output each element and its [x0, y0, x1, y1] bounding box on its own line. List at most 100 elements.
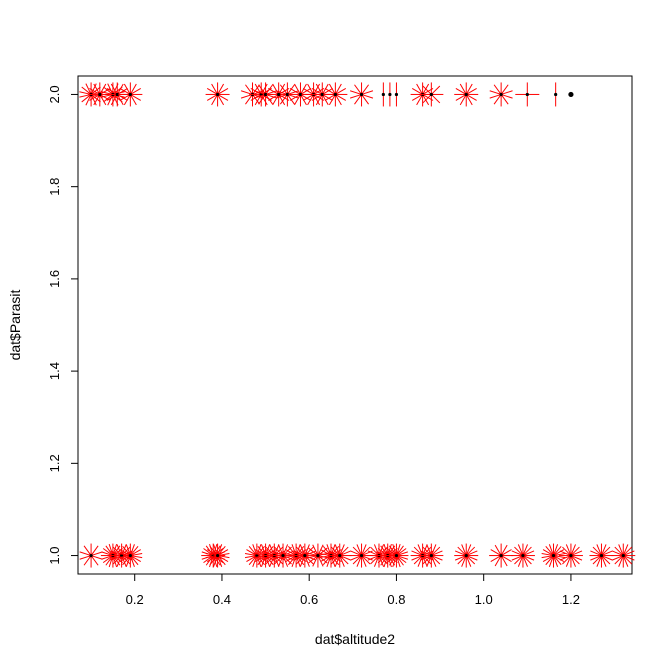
sunflower-ray — [295, 544, 301, 556]
sunflower-point — [589, 543, 614, 568]
sunflower-ray — [117, 88, 128, 95]
sunflower-ray — [430, 85, 441, 95]
sunflower-ray — [107, 94, 114, 106]
data-point — [98, 92, 102, 97]
sunflower-ray — [553, 549, 565, 556]
sunflower-ray — [377, 548, 389, 556]
sunflower-ray — [559, 550, 572, 557]
sunflower-ray — [122, 546, 131, 556]
y-tick-label: 1.6 — [47, 270, 62, 288]
sunflower-ray — [103, 86, 114, 95]
sunflower-ray — [129, 555, 135, 568]
sunflower-ray — [240, 93, 253, 99]
sunflower-ray — [252, 94, 260, 105]
sunflower-ray — [89, 94, 101, 101]
sunflower-ray — [553, 555, 559, 568]
sunflower-ray — [85, 94, 92, 106]
sunflower-ray — [324, 94, 336, 101]
sunflower-ray — [387, 555, 398, 564]
sunflower-ray — [489, 90, 502, 95]
sunflower-markers — [79, 82, 636, 568]
sunflower-point — [541, 543, 566, 568]
sunflower-ray — [335, 88, 347, 95]
sunflower-ray — [339, 546, 349, 556]
sunflower-ray — [614, 555, 624, 565]
sunflower-ray — [618, 555, 624, 567]
sunflower-ray — [542, 549, 554, 556]
sunflower-point — [327, 543, 352, 568]
sunflower-ray — [304, 544, 310, 556]
sunflower-ray — [244, 552, 257, 557]
sunflower-point — [205, 82, 230, 107]
sunflower-point — [381, 82, 385, 107]
sunflower-ray — [522, 555, 528, 567]
sunflower-ray — [110, 555, 122, 561]
sunflower-ray — [465, 544, 472, 556]
sunflower-ray — [278, 83, 286, 95]
sunflower-ray — [279, 84, 288, 95]
sunflower-ray — [287, 93, 299, 99]
sunflower-ray — [328, 83, 336, 95]
sunflower-ray — [500, 84, 509, 95]
sunflower-ray — [254, 93, 266, 99]
sunflower-ray — [257, 555, 266, 566]
sunflower-ray — [465, 88, 477, 95]
sunflower-ray — [302, 94, 314, 101]
sunflower-ray — [274, 550, 286, 557]
sunflower-ray — [422, 555, 432, 565]
sunflower-ray — [335, 94, 347, 101]
x-tick-label: 0.2 — [126, 592, 144, 607]
y-tick-label: 1.2 — [47, 454, 62, 472]
sunflower-ray — [268, 94, 279, 101]
sunflower-ray — [261, 544, 267, 556]
data-point — [568, 91, 574, 98]
sunflower-ray — [330, 544, 336, 556]
x-axis: 0.2 0.4 0.6 0.8 1.0 1.2 — [126, 573, 580, 607]
sunflower-ray — [396, 545, 404, 556]
sunflower-ray — [548, 555, 554, 568]
data-point — [429, 553, 433, 558]
plot-frame — [77, 75, 633, 575]
sunflower-ray — [623, 550, 635, 557]
sunflower-point — [419, 543, 444, 568]
sunflower-ray — [455, 88, 467, 95]
sunflower-ray — [339, 555, 349, 565]
sunflower-ray — [420, 555, 432, 561]
sunflower-ray — [209, 546, 218, 556]
sunflower-ray — [490, 555, 502, 562]
sunflower-ray — [623, 555, 635, 561]
sunflower-ray — [459, 94, 467, 106]
sunflower-ray — [350, 555, 362, 561]
sunflower-ray — [275, 90, 288, 95]
sunflower-ray — [489, 93, 502, 99]
sunflower-ray — [352, 555, 362, 565]
sunflower-ray — [308, 547, 319, 556]
sunflower-point — [275, 82, 299, 107]
sunflower-ray — [500, 93, 513, 99]
y-tick-label: 1.8 — [47, 178, 62, 196]
sunflower-ray — [83, 555, 92, 566]
sunflower-ray — [553, 546, 562, 556]
sunflower-ray — [541, 555, 554, 559]
sunflower-ray — [500, 94, 509, 105]
sunflower-ray — [300, 88, 312, 95]
sunflower-ray — [592, 555, 602, 565]
sunflower-ray — [106, 88, 118, 95]
sunflower-ray — [387, 548, 398, 556]
sunflower-point — [266, 82, 291, 107]
sunflower-ray — [112, 543, 118, 556]
sunflower-ray — [85, 83, 92, 95]
sunflower-ray — [268, 88, 279, 95]
sunflower-ray — [328, 550, 340, 557]
sunflower-ray — [286, 84, 295, 95]
sunflower-ray — [129, 94, 137, 106]
sunflower-point — [554, 82, 558, 107]
sunflower-ray — [288, 546, 297, 556]
sunflower-ray — [411, 94, 423, 101]
sunflower-ray — [570, 555, 580, 565]
sunflower-ray — [90, 94, 97, 106]
sunflower-ray — [361, 84, 370, 95]
sunflower-ray — [217, 546, 226, 556]
sunflower-ray — [517, 555, 524, 567]
sunflower-ray — [258, 94, 266, 105]
